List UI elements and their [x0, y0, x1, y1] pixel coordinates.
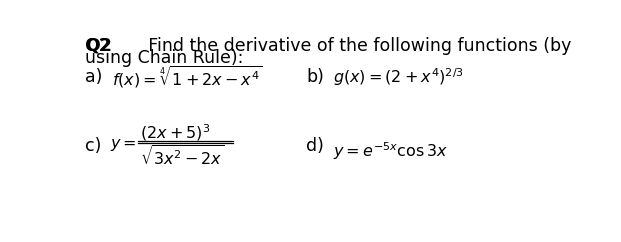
- Text: $\sqrt{3x^2-2x}$: $\sqrt{3x^2-2x}$: [140, 144, 224, 168]
- Text: d): d): [306, 137, 324, 155]
- Text: a): a): [85, 68, 102, 86]
- Text: $f(x)=\sqrt[4]{1+2x-x^4}$: $f(x)=\sqrt[4]{1+2x-x^4}$: [112, 64, 263, 90]
- Text: c): c): [85, 137, 102, 155]
- Text: $g(x)=\left(2+x^4\right)^{2/3}$: $g(x)=\left(2+x^4\right)^{2/3}$: [333, 66, 465, 88]
- Text: using Chain Rule):: using Chain Rule):: [85, 49, 244, 67]
- Text: $y=e^{-5x}\cos 3x$: $y=e^{-5x}\cos 3x$: [333, 140, 448, 162]
- Text: $y=$: $y=$: [110, 136, 137, 152]
- Text: $(2x+5)^3$: $(2x+5)^3$: [140, 122, 210, 143]
- Text: Q2       Find the derivative of the following functions (by: Q2 Find the derivative of the following …: [85, 37, 572, 55]
- Text: b): b): [306, 68, 324, 86]
- Text: Q2: Q2: [85, 37, 112, 55]
